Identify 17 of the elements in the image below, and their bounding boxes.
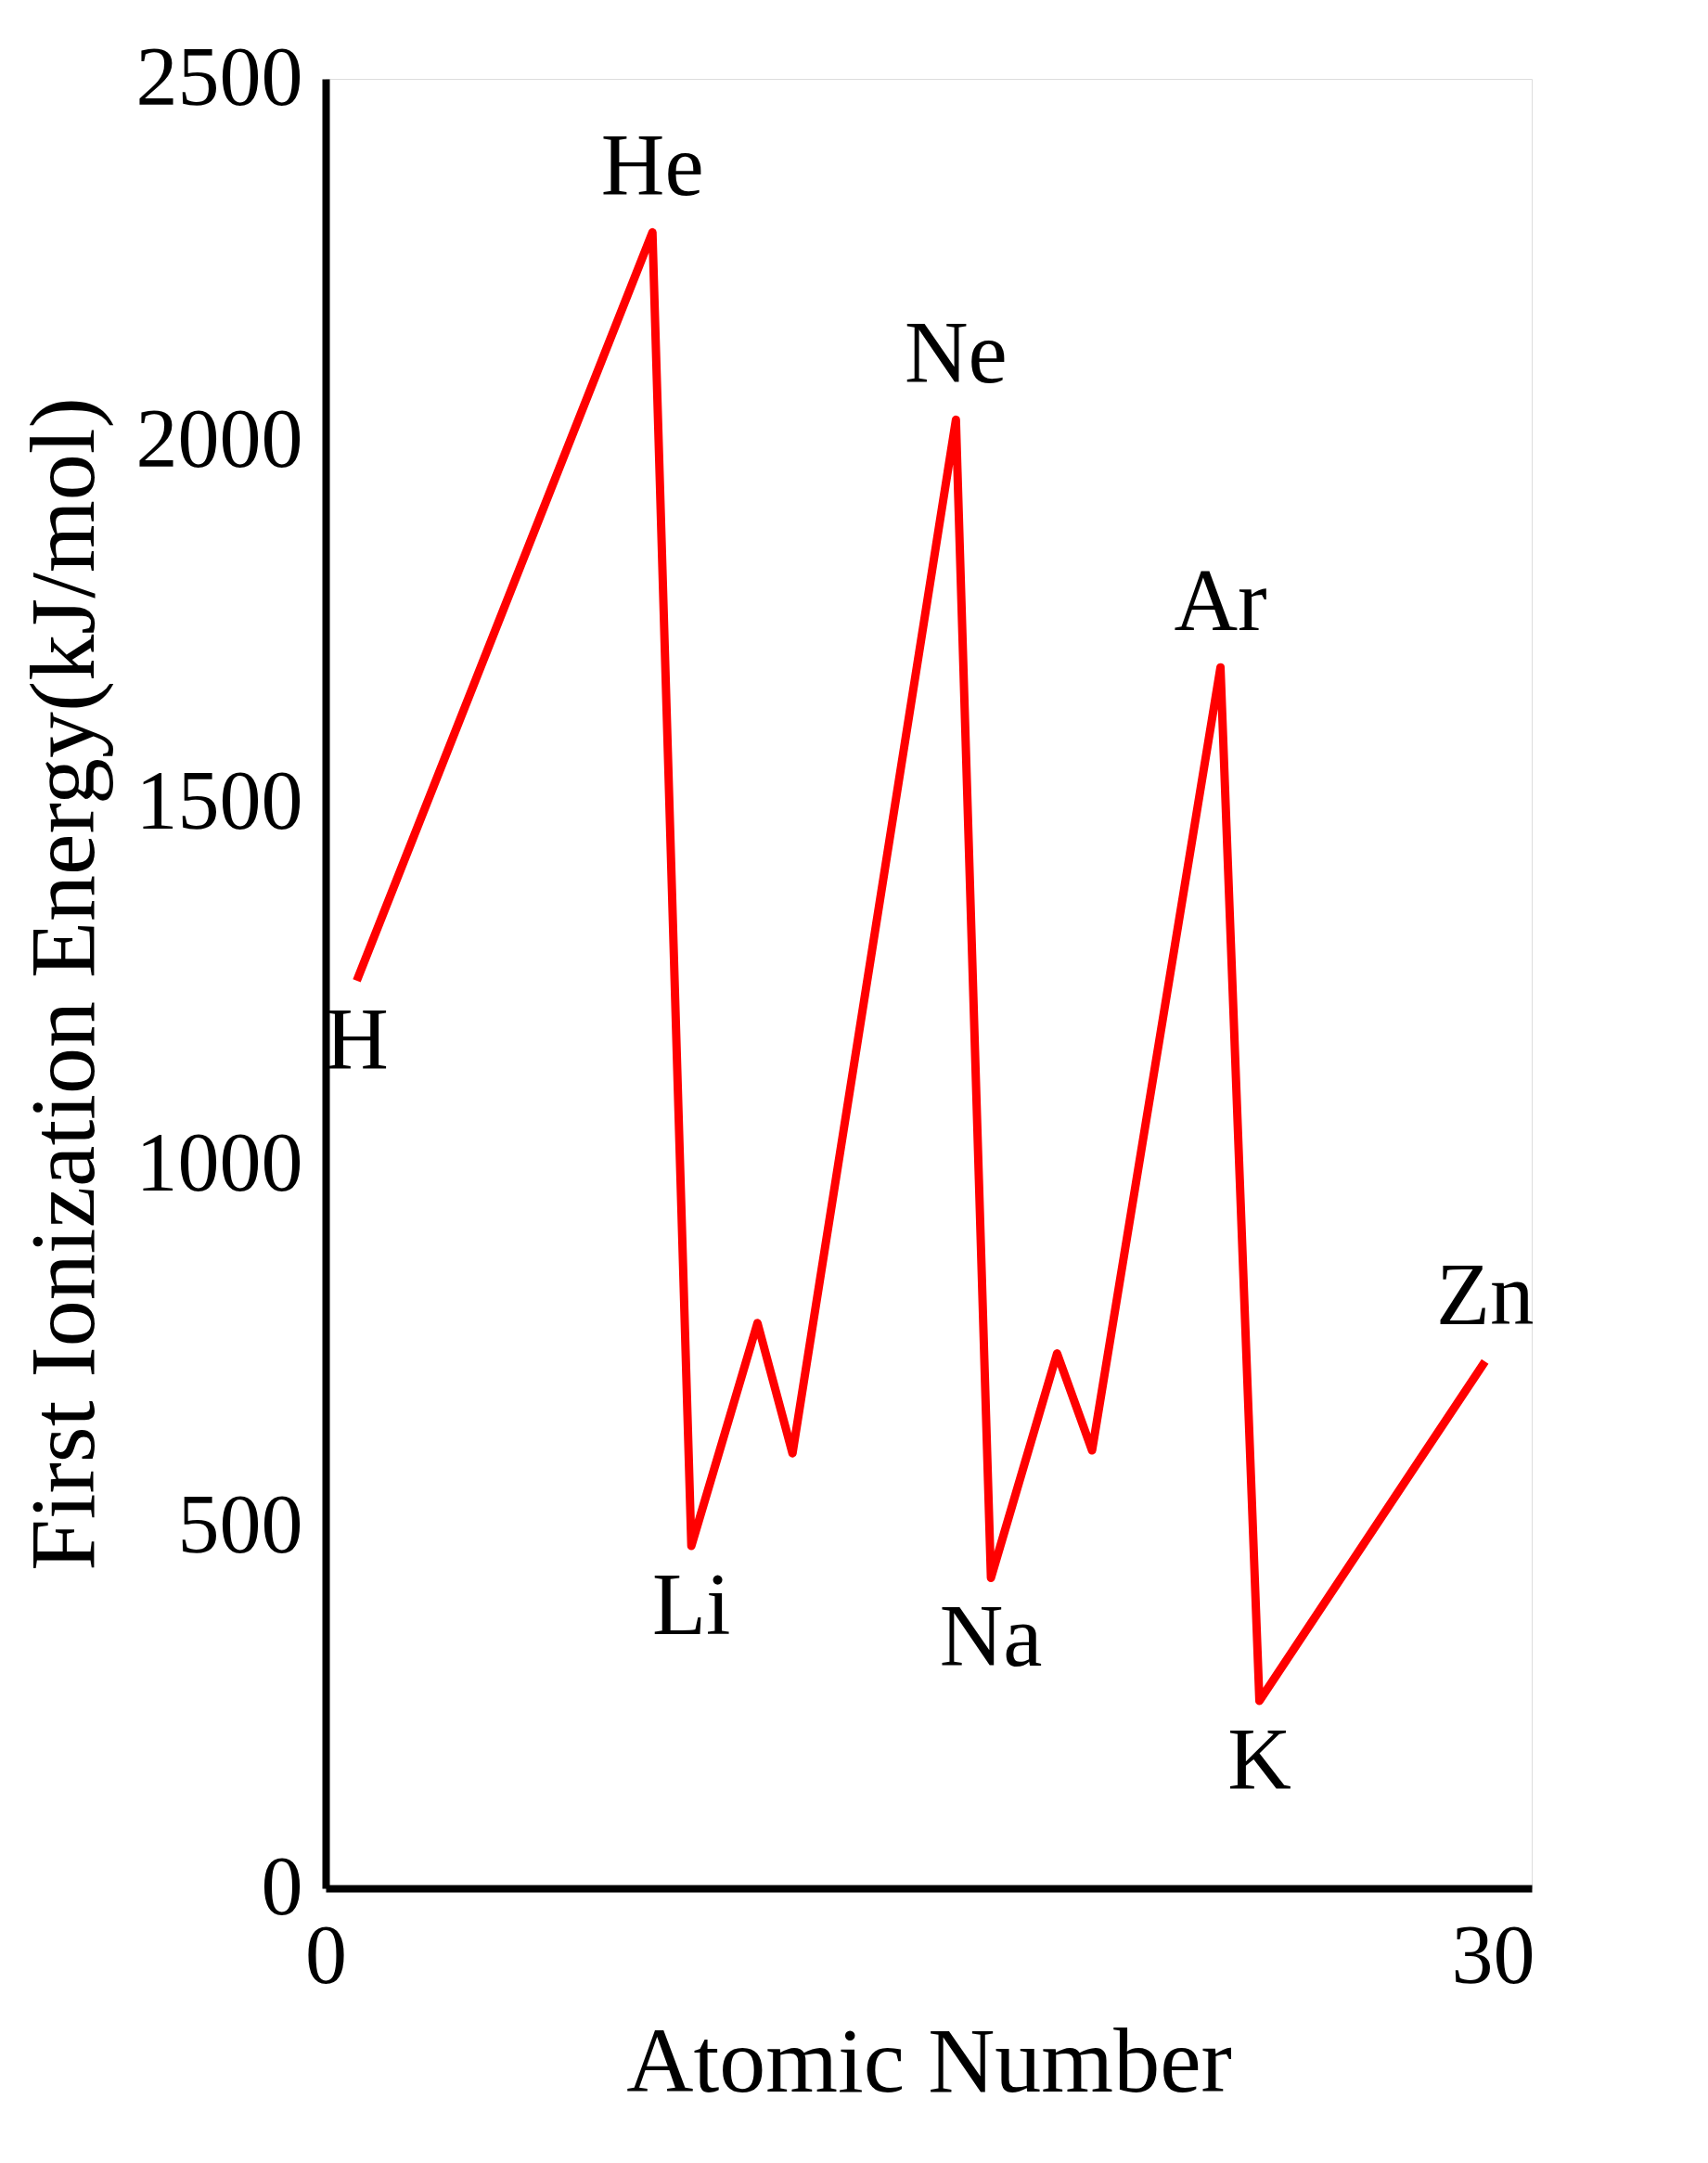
annotation: Zn [1435, 1245, 1535, 1345]
annotation: He [600, 116, 704, 215]
annotation: Li [651, 1555, 731, 1654]
y-tick-label: 1500 [135, 753, 303, 846]
annotation: K [1227, 1709, 1291, 1809]
annotation: Na [939, 1587, 1043, 1686]
annotation: H [325, 989, 389, 1088]
y-tick-label: 1000 [135, 1115, 303, 1208]
y-tick-label: 2500 [135, 30, 303, 122]
annotation: Ar [1174, 551, 1267, 650]
x-tick-label: 30 [1451, 1908, 1535, 2001]
annotation: Ne [904, 303, 1008, 403]
x-axis-title: Atomic Number [626, 2008, 1232, 2112]
y-axis-title: First Ionization Energy(kJ/mol) [10, 397, 114, 1571]
y-tick-label: 0 [261, 1839, 303, 1932]
y-tick-label: 2000 [135, 392, 303, 484]
y-tick-label: 500 [177, 1477, 303, 1570]
